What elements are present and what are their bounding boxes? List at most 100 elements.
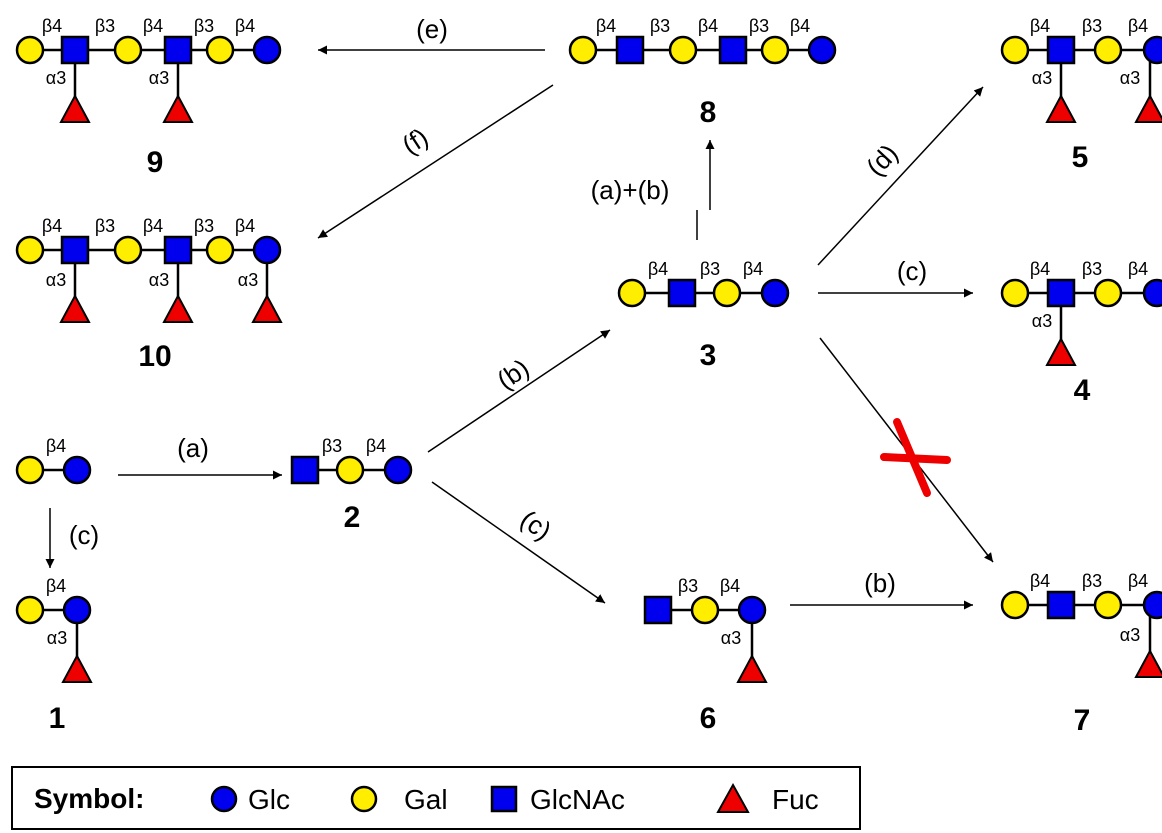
compound-number: 1: [49, 702, 66, 735]
linkage-label: β3: [1082, 259, 1102, 279]
gal-residue: [617, 278, 647, 308]
gal-residue: [113, 35, 143, 65]
blocked-cross: [880, 418, 951, 497]
fuc-residue: [59, 293, 91, 323]
gal-residue: [205, 235, 235, 265]
symbol-legend: Symbol: Glc Gal GlcNAc Fuc: [11, 766, 861, 830]
legend-label-glc: Glc: [248, 784, 290, 815]
glcnac-residue: [60, 35, 90, 65]
glcnac-residue: [718, 35, 748, 65]
glc-residue: [62, 455, 92, 485]
compound-number: 5: [1072, 141, 1089, 174]
fuc-residue: [1134, 93, 1162, 123]
fuc-residue: [61, 653, 93, 683]
compound-9: β4 β3 β4 β3 β4 α3 α3 9: [15, 16, 282, 179]
legend-fuc-symbol: [716, 782, 750, 813]
compound-number: 6: [700, 702, 717, 735]
compound-8: β4 β3 β4 β3 β4 8: [568, 16, 837, 129]
fuc-residue: [162, 93, 194, 123]
linkage-label: β4: [1128, 571, 1148, 591]
linkage-label: β3: [1082, 571, 1102, 591]
linkage-label: α3: [46, 270, 66, 290]
gal-residue: [335, 455, 365, 485]
gal-residue: [205, 35, 235, 65]
compound-number: 9: [147, 146, 164, 179]
fuc-residue: [1045, 93, 1077, 123]
glcnac-residue: [643, 595, 673, 625]
compound-number: 10: [138, 340, 171, 373]
compound-5: β4 β3 β4 α3 α3 5: [1000, 16, 1162, 174]
compound-number: 2: [344, 501, 361, 534]
linkage-label: β4: [143, 216, 163, 236]
linkage-label: β4: [1030, 16, 1050, 36]
compound-number: 4: [1074, 374, 1091, 407]
gal-residue: [1093, 278, 1123, 308]
compound-7: β4 β3 β4 α3 7: [1000, 571, 1162, 737]
linkage-label: β3: [650, 16, 670, 36]
glcnac-residue: [163, 235, 193, 265]
arrow-d: [817, 86, 984, 266]
gal-residue: [1093, 590, 1123, 620]
step-labels: (e) (f) (a) (c) (b) (c) (a)+(b) (d) (c) …: [69, 14, 927, 598]
step-label-b-to3: (b): [491, 353, 534, 396]
glc-residue: [737, 595, 767, 625]
linkage-label: β4: [46, 436, 66, 456]
compound-4: β4 β3 β4 α3 4: [1000, 259, 1162, 407]
linkage-label: α3: [46, 68, 66, 88]
linkage-label: β4: [698, 16, 718, 36]
linkage-label: β3: [95, 216, 115, 236]
gal-residue: [1000, 278, 1030, 308]
linkage-label: β3: [95, 16, 115, 36]
linkage-label: α3: [1120, 68, 1140, 88]
step-label-f: (f): [397, 122, 434, 161]
linkage-label: β4: [790, 16, 810, 36]
linkage-label: β4: [235, 16, 255, 36]
linkage-label: β4: [1030, 571, 1050, 591]
fuc-residue: [1045, 336, 1077, 366]
reaction-arrows: [45, 45, 994, 610]
gal-residue: [113, 235, 143, 265]
glc-residue: [760, 278, 790, 308]
linkage-label: α3: [1120, 625, 1140, 645]
compound-3: β4 β3 β4 3: [617, 259, 790, 372]
gal-residue: [15, 595, 45, 625]
fuc-residue: [736, 653, 768, 683]
linkage-label: β3: [1082, 16, 1102, 36]
arrow-b-to3: [427, 329, 611, 453]
compound-number: 8: [700, 96, 717, 129]
gal-residue: [1000, 590, 1030, 620]
linkage-label: β3: [322, 436, 342, 456]
linkage-label: β3: [700, 259, 720, 279]
step-label-e: (e): [416, 14, 448, 44]
linkage-label: β4: [143, 16, 163, 36]
linkage-label: β4: [1128, 259, 1148, 279]
glcnac-residue: [1046, 590, 1076, 620]
linkage-label: β4: [42, 216, 62, 236]
step-label-a: (a): [177, 433, 209, 463]
fuc-residue: [162, 293, 194, 323]
linkage-label: β4: [720, 576, 740, 596]
step-label-c-to4: (c): [897, 256, 927, 286]
glc-residue: [383, 455, 413, 485]
glcnac-residue: [615, 35, 645, 65]
gal-residue: [1093, 35, 1123, 65]
glc-residue: [807, 35, 837, 65]
fuc-residue: [1134, 648, 1162, 678]
glc-residue: [62, 595, 92, 625]
glc-residue: [1142, 278, 1162, 308]
linkage-label: α3: [721, 628, 741, 648]
fuc-residue: [59, 93, 91, 123]
compound-6: β3 β4 α3 6: [643, 576, 768, 735]
gal-residue: [668, 35, 698, 65]
glc-residue: [252, 235, 282, 265]
linkage-label: β4: [596, 16, 616, 36]
glcnac-residue: [1046, 35, 1076, 65]
linkage-label: β3: [194, 216, 214, 236]
gal-residue: [690, 595, 720, 625]
arrow-c-to6: [431, 481, 606, 604]
glc-residue: [1142, 590, 1162, 620]
linkage-label: α3: [238, 270, 258, 290]
legend-gal-symbol: [350, 785, 378, 813]
compound-number: 3: [700, 339, 717, 372]
linkage-label: α3: [149, 68, 169, 88]
